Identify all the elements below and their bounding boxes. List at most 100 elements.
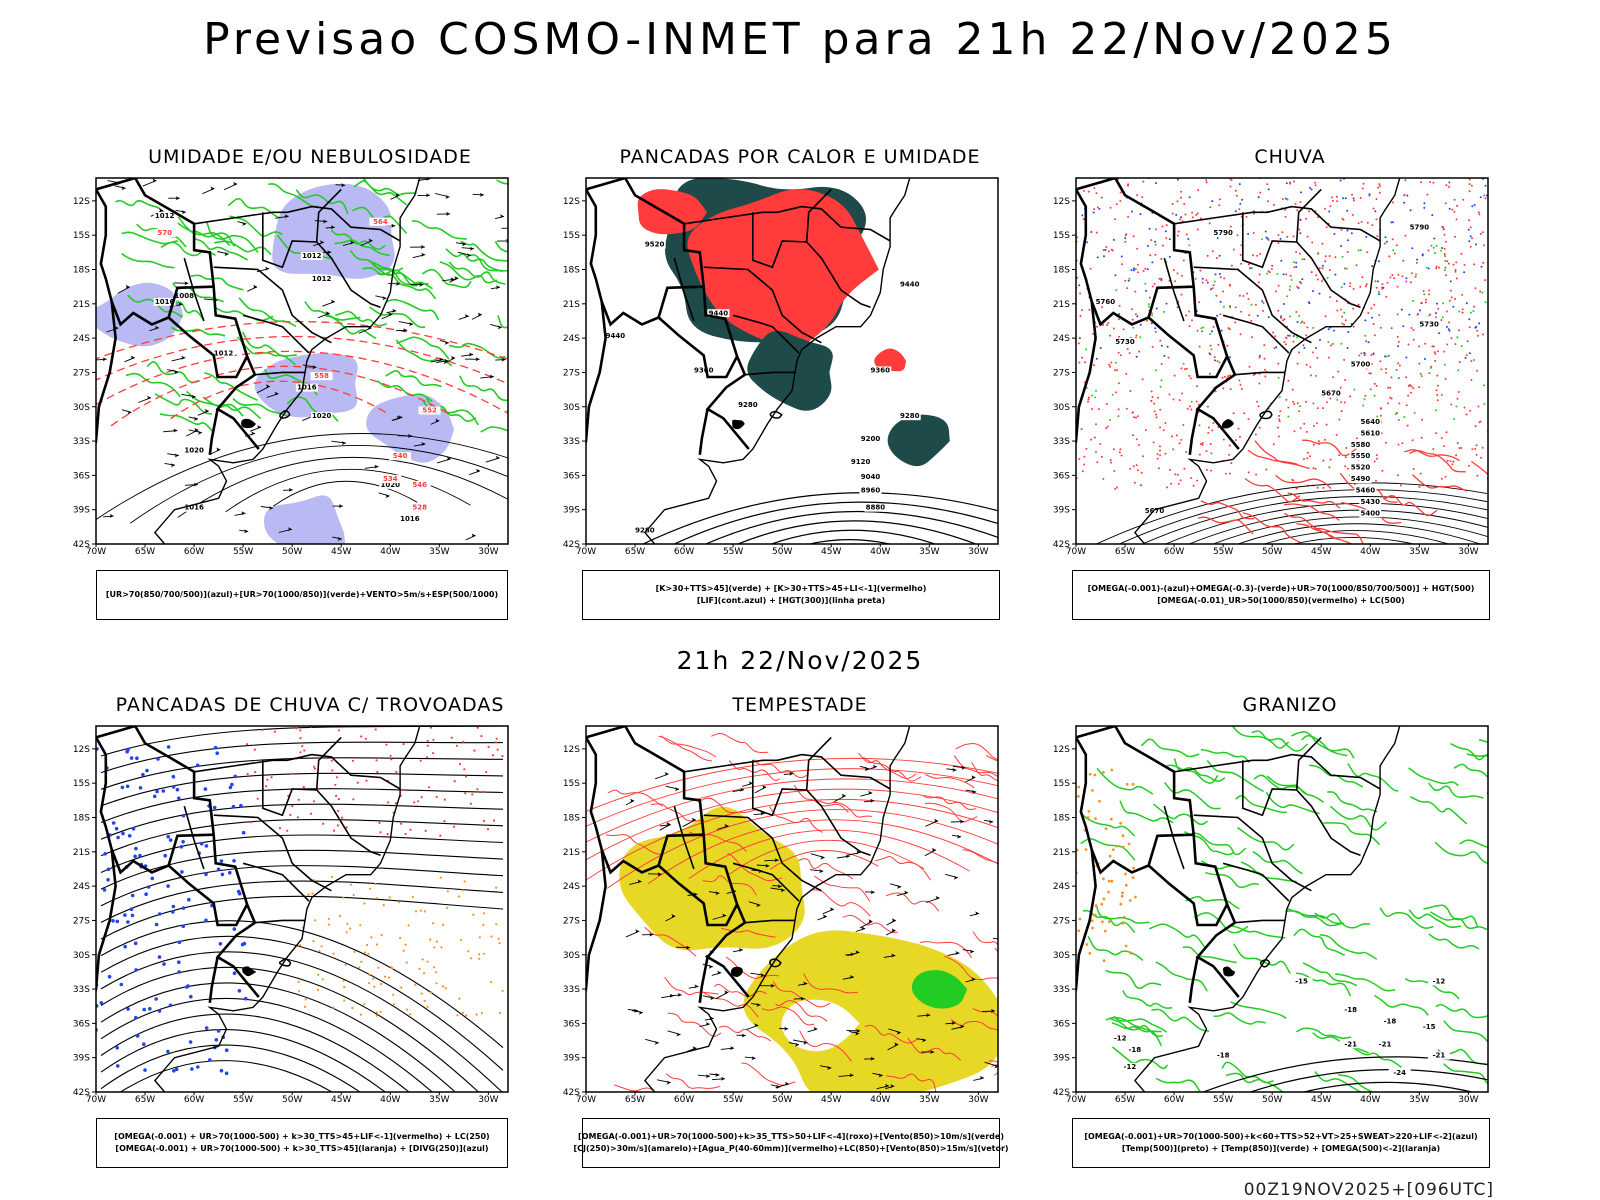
divg-blue-dot	[126, 920, 130, 924]
rain-red-dot	[1359, 285, 1362, 288]
wind850-vector-head	[692, 1046, 697, 1051]
rain-red-dot	[1079, 314, 1082, 317]
rain-red-dot	[1238, 379, 1241, 382]
storm-red-dot	[289, 813, 292, 816]
storm-red-dot	[273, 730, 276, 733]
rain-red-dot	[1085, 447, 1088, 450]
storm-orange-dot	[375, 1014, 378, 1017]
rain-green-dot	[1250, 267, 1253, 270]
rain-red-dot	[1451, 208, 1454, 211]
rain-red-dot	[1198, 424, 1201, 427]
storm-orange-dot	[367, 952, 370, 955]
state-border	[744, 371, 795, 376]
wind-arrow-head	[403, 328, 408, 333]
rain-red-dot	[1183, 467, 1186, 470]
rain-green-dot	[1392, 249, 1395, 252]
rain-red-dot	[1196, 329, 1199, 332]
wind-arrow-head	[175, 196, 180, 201]
wind-arrow-head	[147, 395, 151, 400]
wind850-vector-head	[872, 764, 877, 769]
rain-blue-dot	[1147, 245, 1149, 247]
rain-blue-dot	[1267, 188, 1270, 191]
rain-green-dot	[1432, 246, 1435, 249]
rain-red-dot	[1106, 324, 1108, 326]
rain-green-dot	[1250, 303, 1253, 306]
humidity-green-contour	[232, 397, 288, 417]
lat-label: 39S	[73, 1054, 90, 1064]
temp850-green-contour	[1225, 1072, 1284, 1092]
rain-red-dot	[1228, 444, 1231, 447]
divg-blue-dot	[155, 789, 159, 794]
pressure-label: 1012	[155, 212, 175, 220]
divg-blue-dot	[186, 984, 190, 988]
rain-red-dot	[1345, 447, 1348, 449]
wind850-vector-head	[721, 1076, 725, 1081]
rain-red-dot	[1373, 303, 1376, 306]
storm-orange-dot	[327, 917, 330, 920]
lat-label: 42S	[73, 1088, 90, 1098]
rain-red-dot	[1109, 334, 1112, 337]
wind850-vector-head	[748, 781, 753, 786]
wind-arrow-head	[395, 193, 400, 198]
hgt-label: 5490	[1351, 475, 1371, 483]
rain-blue-dot	[1344, 197, 1347, 200]
storm-orange-dot	[342, 896, 345, 899]
wind850-vector-head	[691, 817, 696, 822]
rain-red-dot	[1477, 405, 1480, 408]
rain-green-dot	[1160, 379, 1163, 382]
rain-red-dot	[1087, 396, 1090, 399]
wind850-vector-head	[770, 983, 775, 988]
state-border	[732, 314, 800, 354]
rain-red-dot	[1449, 460, 1452, 463]
storm-orange-dot	[467, 950, 470, 953]
water-red-contour	[864, 1024, 920, 1044]
rain-red-dot	[1476, 329, 1479, 332]
rain-red-dot	[1450, 337, 1453, 340]
storm-red-dot	[360, 735, 363, 738]
water-red-contour	[955, 743, 998, 761]
rain-blue-dot	[1139, 323, 1142, 326]
rain-red-dot	[1375, 286, 1378, 289]
rain-green-dot	[1151, 314, 1154, 317]
storm-orange-dot	[429, 938, 432, 941]
rain-green-dot	[1420, 375, 1423, 378]
rain-red-dot	[1139, 484, 1142, 487]
storm-orange-dot	[429, 991, 433, 994]
state-border	[703, 266, 822, 344]
water-red-contour	[769, 806, 823, 833]
rain-red-dot	[1186, 407, 1189, 410]
hgt-label: 5670	[1145, 507, 1165, 515]
rain-green-dot	[1413, 411, 1416, 414]
rain-red-dot	[1310, 271, 1313, 274]
rain-red-dot	[1129, 390, 1132, 392]
rain-red-dot	[1217, 343, 1220, 346]
temp850-green-contour	[1466, 753, 1488, 757]
rain-red-dot	[1191, 319, 1193, 322]
lat-label: 36S	[1053, 471, 1070, 481]
water-red-contour	[741, 1062, 796, 1086]
water-red-contour	[775, 1000, 828, 1022]
storm-red-dot	[365, 779, 368, 782]
jet-gap	[781, 999, 860, 1052]
wind850-vector-head	[934, 818, 939, 823]
rain-green-dot	[1188, 244, 1191, 247]
rain-red-dot	[1132, 434, 1135, 437]
rain-blue-dot	[1099, 346, 1102, 349]
lagoa-dos-patos	[279, 409, 291, 419]
wind850-vector-head	[803, 981, 808, 986]
hgt-label-bg	[736, 400, 759, 409]
temp850-green-contour	[1443, 1020, 1488, 1043]
pressure-label-bg	[379, 480, 402, 489]
rain-blue-dot	[1384, 355, 1386, 358]
temp850-green-contour	[1428, 782, 1484, 799]
divg-blue-dot	[99, 1001, 104, 1005]
rain-green-dot	[1147, 303, 1150, 306]
lat-label: 21S	[1053, 300, 1070, 310]
storm-orange-dot	[363, 951, 366, 954]
country-border	[208, 956, 219, 1003]
temp850-green-contour	[1374, 994, 1429, 1016]
divg-blue-dot	[116, 835, 120, 840]
thickness-label: 564	[373, 218, 388, 226]
storm-orange-dot	[435, 971, 438, 974]
map-background	[1076, 178, 1488, 544]
